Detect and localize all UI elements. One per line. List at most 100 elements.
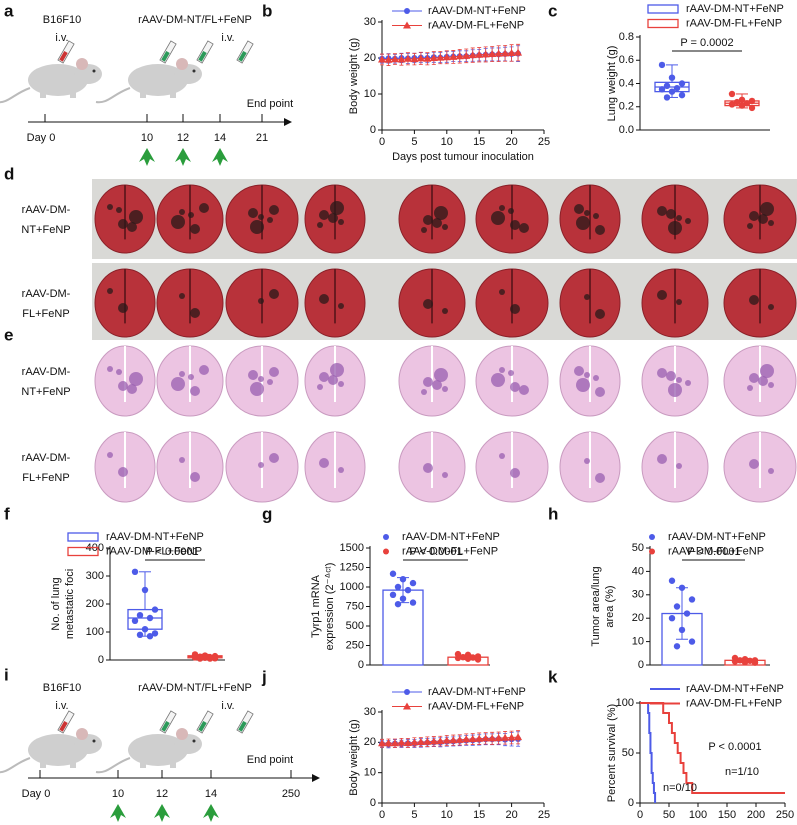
point [390,55,399,63]
lung-spot [584,294,590,300]
end-point: End point [247,98,293,110]
lung-spot [317,384,323,390]
lung-spot [434,368,448,382]
y-tick-label: 250 [346,639,364,651]
lung-spot [258,214,264,220]
point [494,49,503,57]
legend-label: rAAV-DM-NT+FeNP [428,5,526,17]
legend-label: rAAV-DM-NT+FeNP [686,683,784,695]
panel-label: g [262,504,272,523]
point [399,595,407,602]
lung-spot [179,209,185,215]
y-tick-label: 0 [370,124,376,136]
lung-spot [574,366,584,376]
legend-marker [404,8,410,14]
timeline-label: 14 [205,788,217,800]
point [389,591,397,598]
row-label: rAAV-DM- [22,366,71,378]
point [397,55,406,63]
lung-spot [421,389,427,395]
lung-spot [317,222,323,228]
y-tick-label: 20 [364,52,376,64]
lung-spot [685,218,691,224]
lung-spot [269,367,279,377]
lung-spot [319,294,329,304]
syringe-fill [161,720,170,732]
timeline-label: 12 [156,788,168,800]
y-axis-label: No. of lung [50,577,62,630]
legend-marker [383,548,389,555]
point [378,55,386,63]
lung-spot [423,463,433,473]
mouse-ear [176,728,188,740]
point [514,48,523,56]
lung-spot [685,380,691,386]
timeline-label: 250 [282,788,300,800]
lung-spot [491,373,505,387]
lung-spot [676,299,682,305]
point [151,630,159,637]
lung-spot [432,218,442,228]
mouse-foot [70,92,76,98]
lung-spot [510,468,520,478]
point [668,615,676,622]
point [455,735,464,743]
syringe-fill [198,51,207,62]
point [429,54,438,61]
point [459,654,467,661]
lung-spot [190,224,200,234]
point [409,579,417,587]
row-label: rAAV-DM- [22,204,71,216]
lung-spot [768,382,774,388]
panel-label: i [4,665,9,684]
mouse-eye [92,69,96,73]
lung-spot [758,214,768,224]
lung-spot [676,215,682,221]
point [748,104,756,112]
syringe-fill [198,720,207,732]
annotation: n=0/10 [663,782,697,794]
x-tick-label: 200 [747,809,765,821]
point [751,659,759,666]
syringe-fill [59,51,68,62]
point [201,654,209,661]
y-axis-label: Percent survival (%) [606,704,618,802]
lung-spot [171,215,185,229]
lung-spot [491,211,505,225]
point [394,583,402,591]
mouse-foot [140,92,146,98]
lung-spot [179,293,185,299]
row-label: rAAV-DM- [22,288,71,300]
lung-spot [118,381,128,391]
lung-spot [657,454,667,464]
annotation: P < 0.0001 [687,546,740,558]
point [488,50,497,58]
legend-label: rAAV-DM-FL+FeNP [428,19,524,31]
lung-spot [676,463,682,469]
panel-label: b [262,1,272,20]
lung-spot [574,204,584,214]
lung-spot [179,371,185,377]
point [410,738,419,746]
point [394,600,402,608]
point [442,736,451,744]
legend-marker [649,548,655,555]
panel-label: h [548,504,558,523]
mouse-body [28,734,88,766]
y-tick-label: 30 [632,589,644,601]
mouse-tail [95,87,131,104]
y-tick-label: 30 [364,706,376,718]
lung-spot [749,211,759,221]
lung-spot [595,309,605,319]
point [663,82,671,90]
y-tick-label: 500 [346,620,364,632]
lung-spot [749,373,759,383]
lung-spot [338,303,344,309]
y-tick-label: 30 [364,16,376,28]
panel-label: f [4,504,10,523]
point [474,656,482,663]
y-tick-label: 0 [370,797,376,809]
point [468,51,477,59]
point [738,102,746,109]
point [741,658,749,666]
